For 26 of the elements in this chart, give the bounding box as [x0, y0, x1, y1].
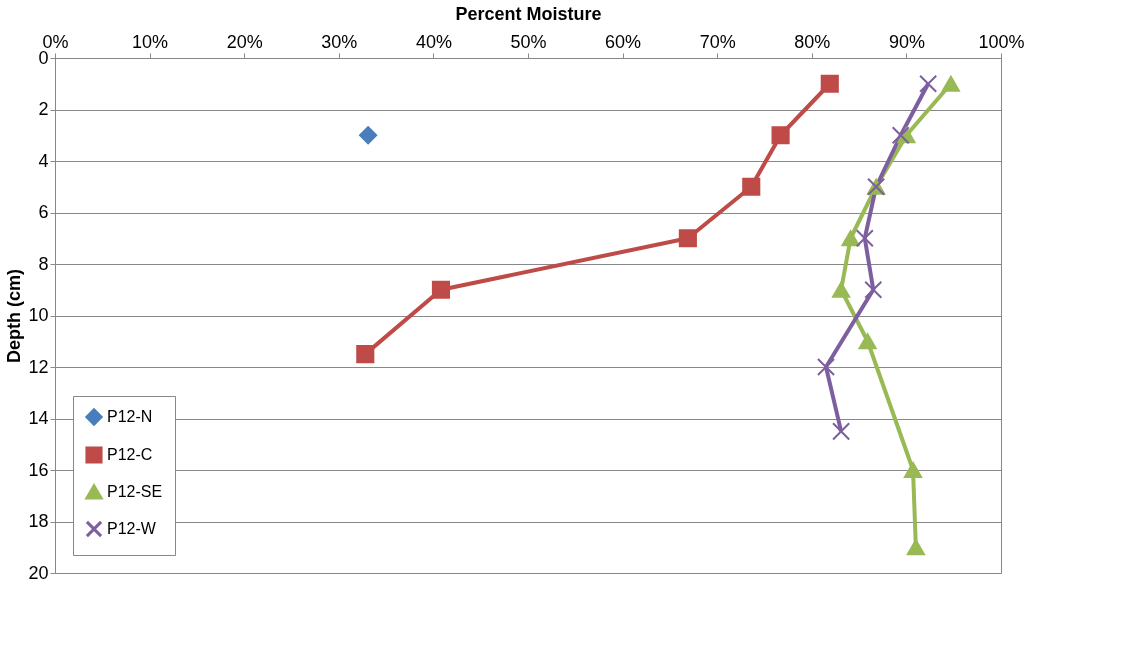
x-tick-label: 100% — [978, 31, 1025, 52]
x-tick-label: 70% — [699, 31, 736, 52]
x-axis-title: Percent Moisture — [455, 3, 602, 24]
x-tick-label: 60% — [605, 31, 642, 52]
y-tick-label: 8 — [38, 253, 49, 274]
x-tick-label: 30% — [321, 31, 358, 52]
y-tick-label: 6 — [38, 202, 49, 222]
x-tick-label: 20% — [226, 31, 263, 52]
y-tick-label: 18 — [28, 511, 49, 531]
legend-label: P12-W — [107, 520, 157, 537]
y-tick-label: 20 — [28, 562, 49, 583]
y-tick-label: 10 — [28, 305, 49, 325]
x-tick-label: 50% — [510, 31, 547, 52]
x-tick-label: 90% — [888, 31, 925, 52]
y-axis-title: Depth (cm) — [4, 269, 25, 363]
y-tick-label: 16 — [28, 459, 49, 480]
y-tick-label: 2 — [38, 99, 49, 119]
legend-label: P12-N — [107, 408, 153, 425]
y-tick-label: 12 — [28, 356, 49, 377]
y-tick-label: 14 — [28, 408, 49, 428]
x-tick-label: 80% — [794, 31, 831, 52]
x-tick-label: 10% — [132, 31, 169, 52]
y-tick-label: 4 — [38, 150, 49, 171]
x-tick-label: 40% — [415, 31, 452, 52]
legend-label: P12-SE — [107, 483, 163, 500]
legend-label: P12-C — [107, 446, 153, 463]
